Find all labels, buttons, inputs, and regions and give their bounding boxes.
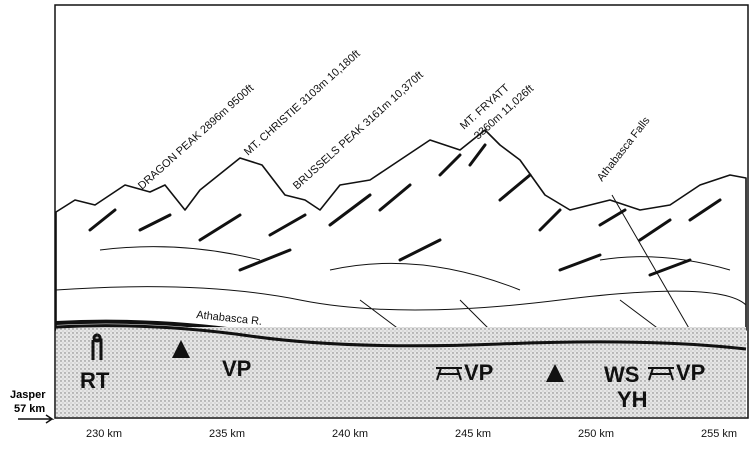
facility-label: VP — [464, 360, 493, 385]
axis-tick-label: 250 km — [578, 428, 614, 440]
facility-label: YH — [617, 387, 648, 412]
picnic-icon — [648, 367, 674, 381]
mountain-range — [55, 129, 747, 331]
hiker-icon — [91, 333, 103, 360]
origin-distance: 57 km — [14, 403, 45, 415]
axis-tick-label: 235 km — [209, 428, 245, 440]
direction-arrow — [18, 414, 55, 424]
axis-tick-label: 255 km — [701, 428, 737, 440]
icons — [18, 333, 674, 424]
campground-icon — [546, 364, 564, 382]
slope-lines — [55, 246, 747, 331]
facility-label: WS — [604, 362, 639, 387]
road-edge — [55, 324, 747, 351]
falls-pointer — [611, 194, 691, 331]
facility-label: VP — [222, 356, 251, 381]
axis: 230 km 235 km 240 km 245 km 250 km 255 km — [86, 428, 737, 440]
axis-tick-label: 230 km — [86, 428, 122, 440]
axis-tick-label: 245 km — [455, 428, 491, 440]
picnic-icon — [436, 367, 462, 381]
axis-tick-label: 240 km — [332, 428, 368, 440]
facility-label: VP — [676, 360, 705, 385]
facility-label: RT — [80, 368, 110, 393]
campground-icon — [172, 340, 190, 358]
origin-name: Jasper — [10, 389, 46, 401]
rock-shading — [88, 143, 722, 277]
